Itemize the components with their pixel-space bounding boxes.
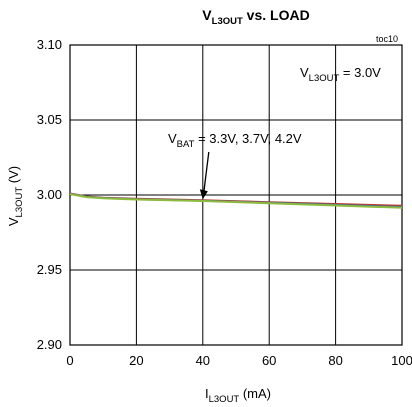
chart-title: VL3OUT vs. LOAD — [202, 7, 309, 27]
x-tick-label: 20 — [129, 353, 143, 368]
x-axis-label: IL3OUT (mA) — [205, 386, 271, 405]
y-tick-label: 3.05 — [37, 112, 62, 127]
plot-area: 0 20 40 60 80 100 3.10 3.05 3.00 2.95 2.90 — [37, 37, 412, 368]
y-tick-label: 3.10 — [37, 37, 62, 52]
x-tick-label: 80 — [328, 353, 342, 368]
y-tick-label: 2.90 — [37, 337, 62, 352]
figure-id: toc10 — [376, 34, 398, 44]
annotation-arrow — [199, 151, 210, 200]
arrow-head — [199, 189, 208, 200]
x-tick-label: 40 — [196, 353, 210, 368]
y-axis-label: VL3OUT (V) — [6, 166, 25, 226]
x-tick-label: 100 — [391, 353, 412, 368]
y-tick-label: 2.95 — [37, 262, 62, 277]
series-label-annotation: VBAT = 3.3V, 3.7V, 4.2V — [168, 131, 302, 150]
y-tick-label: 3.00 — [37, 187, 62, 202]
condition-annotation: VL3OUT = 3.0V — [300, 65, 381, 84]
x-tick-label: 0 — [66, 353, 73, 368]
series-line-3 — [69, 193, 403, 209]
arrow-shaft — [203, 151, 210, 193]
x-tick-label: 60 — [262, 353, 276, 368]
